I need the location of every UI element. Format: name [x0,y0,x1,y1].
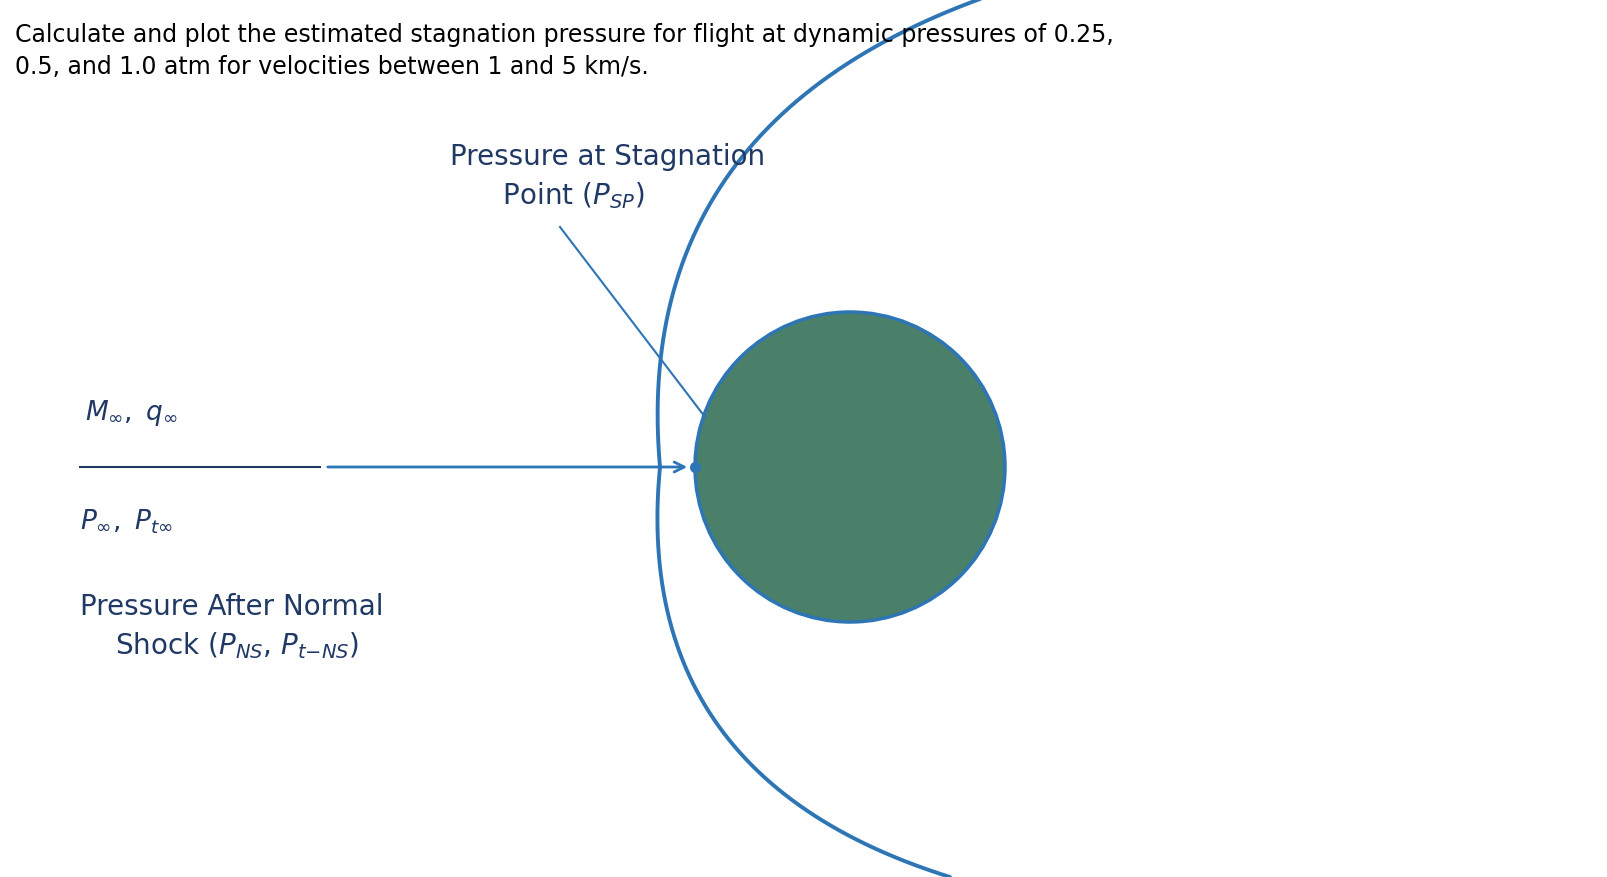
Text: Pressure After Normal
    Shock ($P_{NS}$, $P_{t\mathit{-NS}}$): Pressure After Normal Shock ($P_{NS}$, $… [80,592,382,660]
Text: Pressure at Stagnation
      Point ($P_{SP}$): Pressure at Stagnation Point ($P_{SP}$) [450,143,765,211]
Text: $P_{\infty},\ P_{t\infty}$: $P_{\infty},\ P_{t\infty}$ [80,508,172,536]
Circle shape [694,312,1004,623]
Text: Calculate and plot the estimated stagnation pressure for flight at dynamic press: Calculate and plot the estimated stagnat… [14,23,1114,79]
Text: $M_{\infty},\ q_{\infty}$: $M_{\infty},\ q_{\infty}$ [85,397,178,427]
